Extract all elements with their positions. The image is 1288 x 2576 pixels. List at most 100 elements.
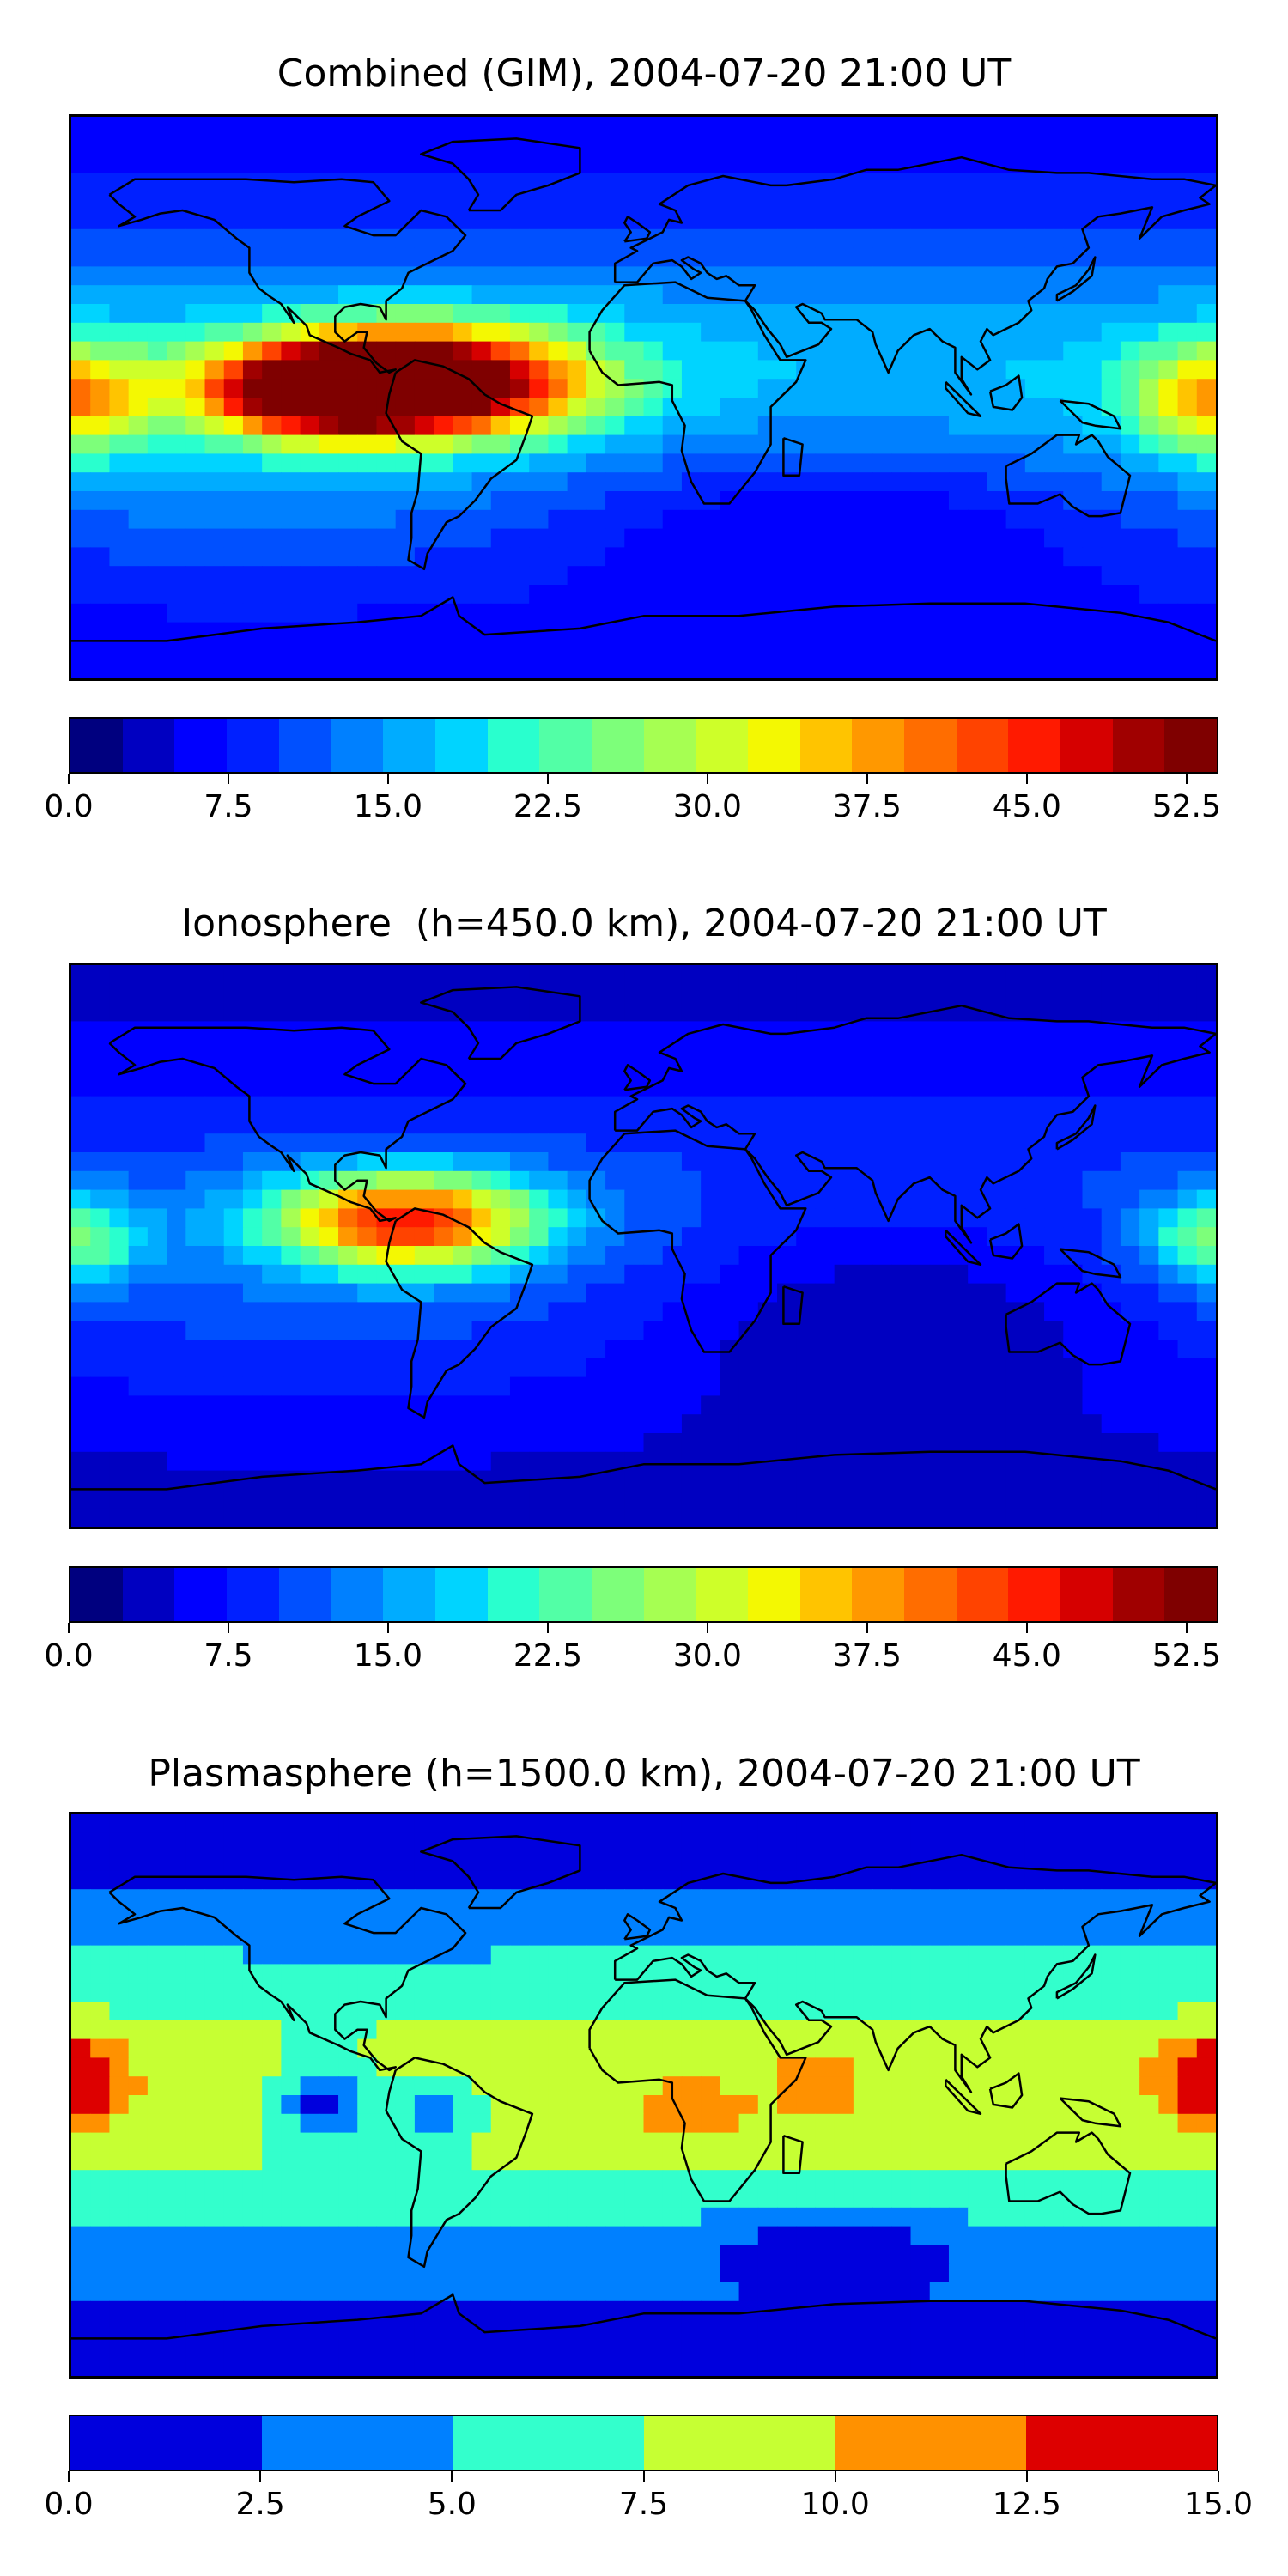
heatmap-cell: [548, 1414, 568, 1434]
colorbar-segment: [904, 1568, 957, 1621]
heatmap-cell: [453, 453, 473, 473]
heatmap-cell: [167, 228, 186, 249]
heatmap-cell: [796, 1395, 817, 1415]
heatmap-cell: [1024, 622, 1045, 641]
heatmap-cell: [223, 2095, 244, 2115]
heatmap-cell: [1101, 983, 1121, 1004]
heatmap-cell: [681, 1451, 702, 1472]
heatmap-cell: [319, 266, 339, 286]
heatmap-cell: [71, 1208, 91, 1228]
heatmap-cell: [1139, 1208, 1159, 1228]
heatmap-cell: [1044, 1002, 1064, 1022]
heatmap-cell: [357, 528, 378, 548]
heatmap-cell: [147, 304, 167, 324]
heatmap-cell: [796, 2057, 817, 2077]
heatmap-cell: [147, 2020, 167, 2040]
heatmap-cell: [872, 528, 892, 548]
heatmap-cell: [643, 1964, 664, 1984]
heatmap-cell: [987, 1133, 1007, 1153]
heatmap-cell: [204, 1189, 225, 1209]
heatmap-cell: [567, 965, 587, 985]
heatmap-cell: [968, 965, 987, 985]
heatmap-cell: [968, 983, 987, 1004]
heatmap-cell: [968, 1851, 987, 1871]
heatmap-cell: [777, 1021, 797, 1041]
heatmap-cell: [586, 603, 606, 623]
heatmap-cell: [453, 2151, 473, 2171]
heatmap-cell: [300, 434, 320, 454]
heatmap-cell: [738, 528, 759, 548]
heatmap-cell: [167, 1395, 186, 1415]
heatmap-cell: [1063, 1002, 1084, 1022]
heatmap-cell: [1177, 266, 1198, 286]
heatmap-cell: [662, 1870, 683, 1890]
heatmap-cell: [1196, 528, 1216, 548]
heatmap-cell: [128, 2132, 149, 2152]
heatmap-cell: [1024, 641, 1045, 660]
heatmap-cell: [643, 1870, 664, 1890]
heatmap-cell: [414, 509, 434, 530]
heatmap-cell: [1005, 1851, 1026, 1871]
colorbar-segment: [904, 719, 957, 772]
heatmap-cell: [262, 2151, 282, 2171]
heatmap-cell: [853, 1489, 873, 1509]
heatmap-cell: [242, 641, 263, 660]
heatmap-cell: [414, 1358, 434, 1378]
heatmap-cell: [357, 304, 378, 324]
heatmap-cell: [490, 191, 511, 211]
heatmap-cell: [167, 135, 186, 155]
heatmap-cell: [853, 117, 873, 137]
heatmap-cell: [796, 1227, 817, 1247]
heatmap-cell: [71, 1870, 91, 1890]
heatmap-cell: [796, 1489, 817, 1509]
heatmap-cell: [509, 965, 530, 985]
heatmap-cell: [109, 322, 130, 343]
heatmap-cell: [757, 304, 778, 324]
heatmap-cell: [815, 1321, 835, 1340]
heatmap-cell: [1101, 1152, 1121, 1172]
heatmap-cell: [777, 1926, 797, 1947]
colorbar-tick-label: 22.5: [513, 1638, 582, 1674]
heatmap-cell: [662, 566, 683, 586]
heatmap-cell: [1196, 2095, 1216, 2115]
heatmap-cell: [738, 1208, 759, 1228]
heatmap-cell: [757, 285, 778, 305]
heatmap-cell: [1120, 266, 1140, 286]
heatmap-cell: [643, 304, 664, 324]
heatmap-cell: [815, 983, 835, 1004]
heatmap-cell: [128, 603, 149, 623]
heatmap-cell: [1196, 117, 1216, 137]
heatmap-cell: [929, 1832, 950, 1853]
heatmap-cell: [262, 341, 282, 361]
heatmap-cell: [529, 434, 550, 454]
heatmap-cell: [834, 379, 854, 398]
heatmap-cell: [223, 1870, 244, 1890]
heatmap-cell: [242, 1002, 263, 1022]
heatmap-cell: [586, 173, 606, 192]
heatmap-cell: [147, 566, 167, 586]
heatmap-cell: [71, 2020, 91, 2040]
heatmap-cell: [319, 360, 339, 380]
heatmap-cell: [395, 1889, 416, 1909]
heatmap-cell: [796, 1077, 817, 1097]
heatmap-cell: [90, 509, 111, 530]
heatmap-cell: [605, 566, 625, 586]
heatmap-cell: [662, 434, 683, 454]
heatmap-cell: [529, 266, 550, 286]
heatmap-cell: [471, 1115, 492, 1134]
heatmap-cell: [223, 965, 244, 985]
heatmap-cell: [605, 1814, 625, 1834]
heatmap-cell: [1024, 173, 1045, 192]
heatmap-cell: [395, 1021, 416, 1041]
heatmap-cell: [738, 1283, 759, 1303]
heatmap-cell: [357, 1945, 378, 1965]
heatmap-cell: [453, 1964, 473, 1984]
heatmap-cell: [147, 266, 167, 286]
heatmap-cell: [1082, 1376, 1103, 1396]
heatmap-cell: [853, 1832, 873, 1853]
heatmap-cell: [987, 1926, 1007, 1947]
heatmap-cell: [128, 1489, 149, 1509]
heatmap-cell: [223, 453, 244, 473]
heatmap-cell: [90, 1040, 111, 1060]
heatmap-cell: [701, 1227, 720, 1247]
